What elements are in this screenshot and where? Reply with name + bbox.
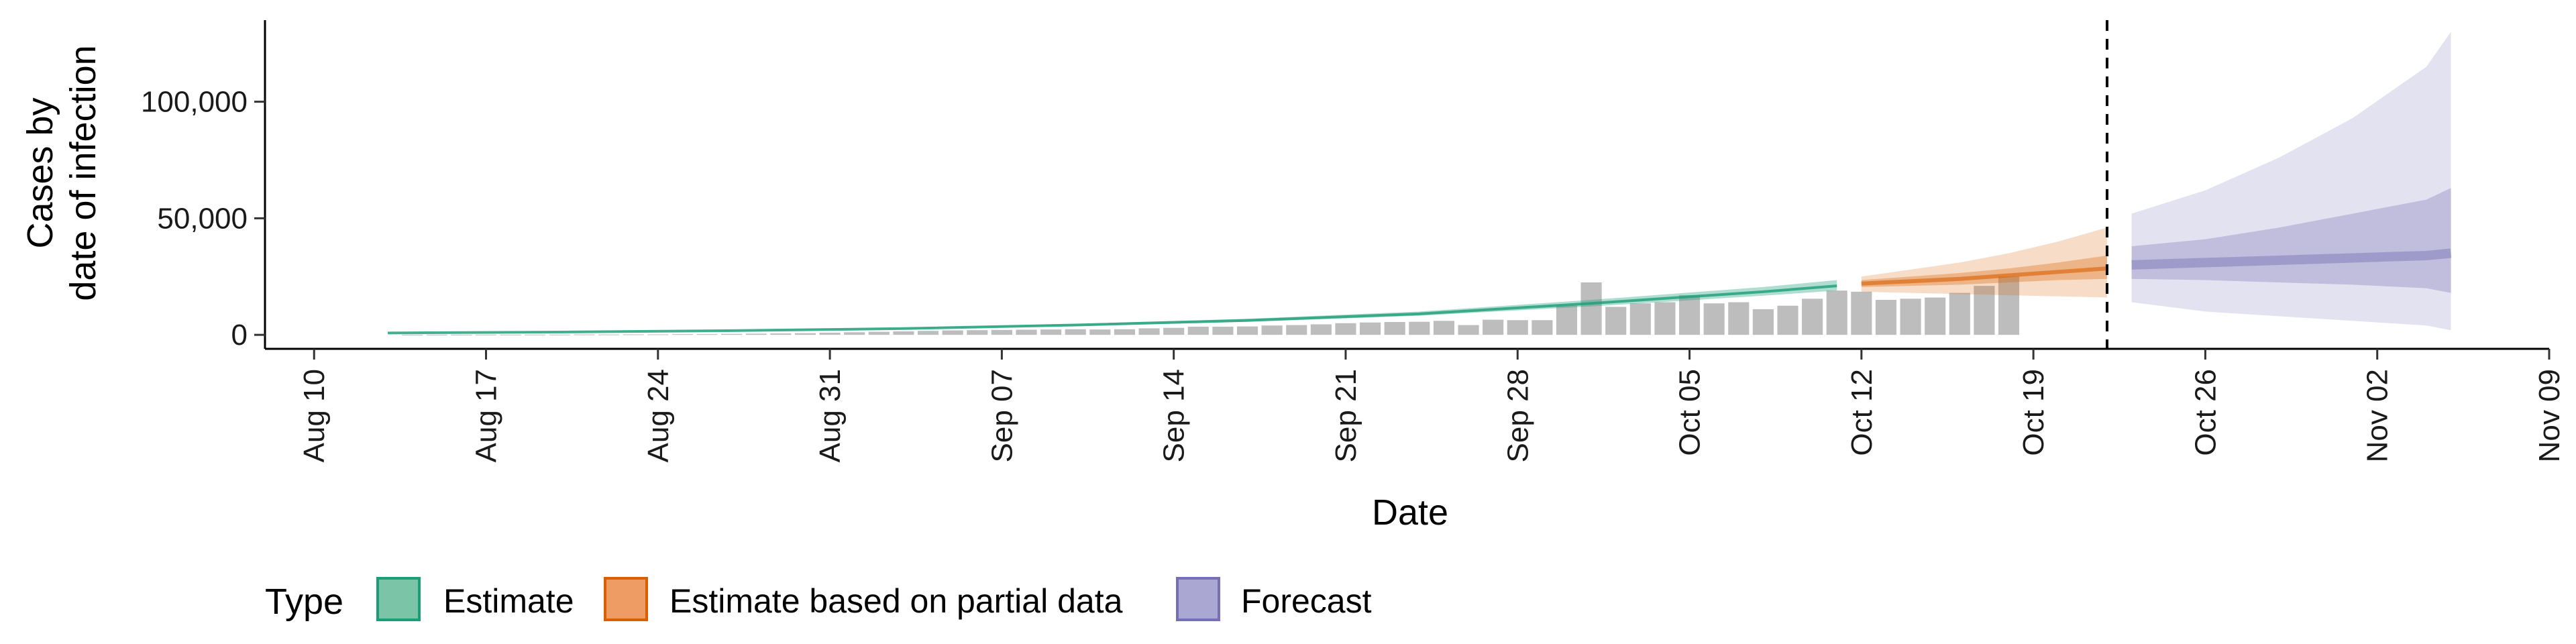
reported-cases-bar — [1261, 325, 1283, 335]
reported-cases-bar — [967, 330, 988, 335]
reported-cases-bar — [1580, 282, 1602, 335]
reported-cases-bar — [1998, 276, 2020, 335]
reported-cases-bar — [868, 331, 890, 335]
x-tick-label: Sep 28 — [1501, 369, 1534, 462]
reported-cases-bar — [770, 333, 792, 335]
reported-cases-bar — [1286, 325, 1307, 335]
x-tick-label: Aug 31 — [814, 369, 847, 462]
reported-cases-bar — [1629, 303, 1651, 335]
reported-cases-bar — [1065, 329, 1086, 335]
y-axis: 0 50,000 100,000 Cases by date of infectio… — [20, 20, 266, 352]
reported-cases-bar — [942, 330, 963, 335]
plot-area — [388, 20, 2452, 349]
y-tick-label: 0 — [231, 319, 248, 352]
reported-cases-bar — [1212, 326, 1234, 335]
reported-cases-bar — [647, 334, 669, 335]
reported-cases-bar — [1654, 302, 1676, 335]
legend-label-partial: Estimate based on partial data — [669, 582, 1123, 620]
reported-cases-bar — [1851, 291, 1872, 335]
reported-cases-bar — [1236, 326, 1258, 335]
forecast-band-50 — [2131, 188, 2451, 293]
reported-cases-bar — [1925, 297, 1946, 335]
x-tick-label: Nov 02 — [2361, 369, 2394, 462]
reported-cases-bar — [1040, 329, 1062, 335]
x-tick-label: Oct 05 — [1674, 369, 1707, 456]
reported-cases-bar — [672, 334, 693, 335]
reported-cases-bar — [745, 333, 767, 335]
x-tick-label: Sep 07 — [985, 369, 1018, 462]
reported-cases-bars — [402, 276, 2020, 335]
reported-cases-bar — [794, 333, 816, 335]
legend-label-forecast: Forecast — [1241, 582, 1372, 620]
reported-cases-bar — [1777, 305, 1799, 335]
reported-cases-bar — [1433, 321, 1454, 335]
reported-cases-bar — [819, 333, 841, 335]
legend-title: Type — [265, 582, 343, 622]
reported-cases-bar — [1458, 325, 1479, 335]
reported-cases-bar — [1114, 329, 1136, 335]
reported-cases-bar — [1532, 320, 1553, 335]
reported-cases-bar — [1016, 329, 1037, 335]
x-tick-label: Aug 24 — [642, 369, 675, 462]
reported-cases-bar — [623, 334, 644, 335]
legend-label-estimate: Estimate — [443, 582, 574, 620]
partial-median-line — [1861, 266, 2108, 286]
reported-cases-bar — [1360, 322, 1381, 335]
reported-cases-bar — [1949, 292, 1970, 335]
reported-cases-bar — [1752, 309, 1774, 335]
reported-cases-bar — [1384, 322, 1405, 335]
reported-cases-bar — [1703, 303, 1725, 335]
reported-cases-bar — [1483, 319, 1504, 335]
reported-cases-bar — [1409, 321, 1430, 335]
x-axis-title: Date — [1372, 492, 1448, 533]
y-axis-title-line-1: Cases by — [20, 97, 60, 248]
y-ticks: 0 50,000 100,000 — [141, 86, 265, 352]
reported-cases-bar — [1875, 300, 1897, 335]
x-tick-label: Nov 09 — [2533, 369, 2566, 462]
reported-cases-bar — [917, 331, 939, 335]
legend-swatch-partial — [604, 577, 648, 621]
reported-cases-bar — [696, 334, 718, 335]
reported-cases-bar — [1974, 286, 1995, 335]
legend: Type Estimate Estimate based on partial … — [265, 577, 1372, 622]
reported-cases-bar — [1605, 307, 1627, 335]
reported-cases-bar — [1310, 324, 1332, 335]
x-tick-label: Oct 19 — [2017, 369, 2050, 456]
reported-cases-bar — [1187, 326, 1209, 335]
reported-cases-bar — [991, 329, 1012, 335]
reported-cases-bar — [893, 331, 914, 335]
x-tick-label: Oct 12 — [1845, 369, 1878, 456]
legend-swatch-forecast — [1176, 577, 1220, 621]
reported-cases-bar — [844, 332, 865, 335]
x-ticks: Aug 10 Aug 17 Aug 24 Aug 31 Sep 07 Sep 14 Sep … — [298, 349, 2566, 462]
y-tick-label: 100,000 — [141, 86, 248, 119]
x-tick-label: Aug 10 — [298, 369, 331, 462]
y-axis-title-line-2: date of infection — [63, 45, 103, 301]
reported-cases-bar — [1138, 328, 1160, 335]
reported-cases-bar — [1335, 323, 1356, 335]
reported-cases-bar — [1678, 295, 1701, 335]
reported-cases-bar — [1728, 302, 1750, 335]
y-tick-label: 50,000 — [157, 202, 248, 235]
x-tick-label: Aug 17 — [470, 369, 503, 462]
x-tick-label: Oct 26 — [2189, 369, 2222, 456]
reported-cases-bar — [1826, 290, 1847, 335]
x-axis: Aug 10 Aug 17 Aug 24 Aug 31 Sep 07 Sep 14 Sep … — [265, 347, 2566, 533]
reported-cases-bar — [1556, 305, 1578, 335]
reported-cases-bar — [1163, 327, 1185, 335]
reported-cases-bar — [721, 333, 743, 335]
legend-swatch-estimate — [376, 577, 421, 621]
x-tick-label: Sep 14 — [1158, 369, 1191, 462]
reported-cases-bar — [1900, 299, 1921, 335]
estimate-bands — [388, 32, 2452, 335]
reported-cases-bar — [1802, 299, 1823, 335]
reported-cases-bar — [1507, 320, 1528, 335]
estimate-median-line — [388, 284, 1837, 335]
reported-cases-bar — [1089, 329, 1111, 335]
forecast-band-90 — [2131, 32, 2451, 331]
forecast-median-line — [2131, 248, 2452, 270]
x-tick-label: Sep 21 — [1330, 369, 1362, 462]
